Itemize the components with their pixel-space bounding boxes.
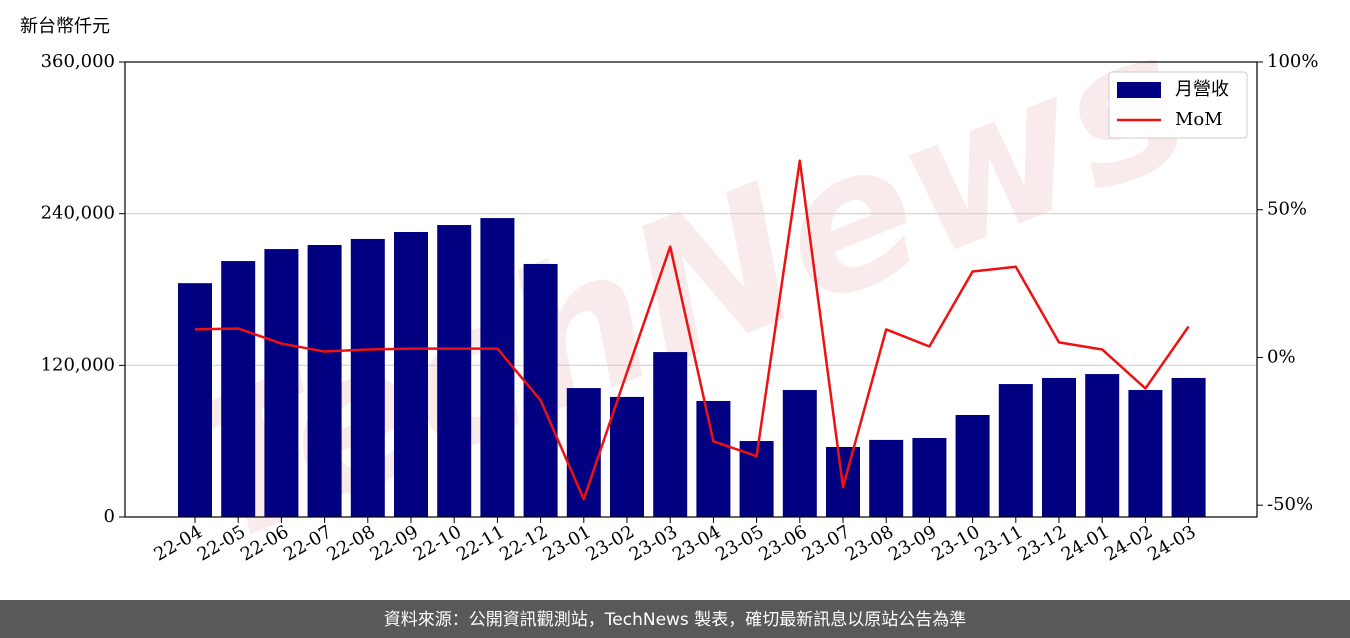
bar [1171,377,1206,517]
bar [653,352,688,517]
footer-band [0,600,1350,638]
bar [221,261,256,517]
y-tick-label: 360,000 [41,51,115,72]
y2-tick-label: 0% [1267,346,1296,367]
legend-swatch [1117,82,1161,98]
bar [912,438,947,517]
bar [437,225,472,517]
plot-frame [124,61,1258,518]
y2-tick-label: -50% [1267,494,1313,515]
line [194,159,1190,501]
y2-tick-label: 50% [1267,199,1307,220]
bar [1042,377,1076,517]
footer-text: 資料來源：公開資訊觀測站，TechNews 製表，確切最新訊息以原站公告為準 [384,610,966,630]
bar [178,283,212,517]
bar [1128,389,1163,517]
y-tick-label: 0 [104,506,115,527]
legend-label: 月營收 [1175,79,1229,100]
bar [264,249,299,518]
legend-label: MoM [1175,109,1223,130]
bar [480,218,515,517]
bar [350,238,385,517]
bar [998,384,1033,517]
bar [955,415,990,517]
bar [1085,374,1120,517]
bar [869,439,904,517]
y-tick-label: 240,000 [41,203,115,224]
bar [394,231,428,518]
bar [523,263,558,517]
y2-tick-label: 100% [1267,51,1318,72]
y-tick-label: 120,000 [41,354,115,375]
bar [782,389,817,517]
y-axis-label: 新台幣仟元 [20,16,110,37]
bar [610,396,644,517]
bar [696,400,731,517]
bar [307,245,342,517]
